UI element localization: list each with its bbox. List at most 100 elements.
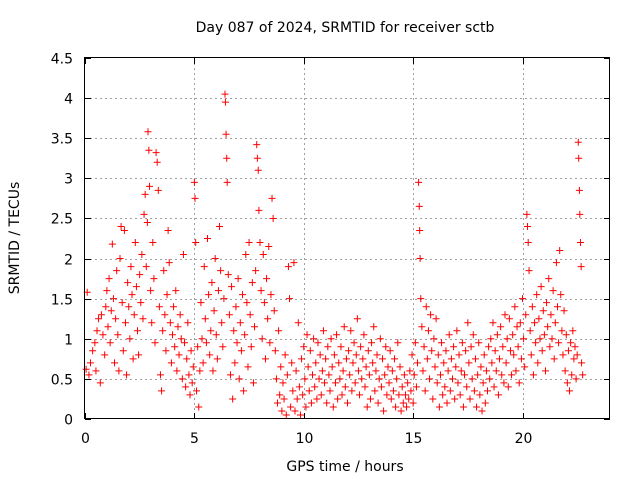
data-point [208,279,216,287]
data-point [562,331,570,339]
data-point [330,351,338,359]
data-point [422,303,430,311]
data-point [176,311,184,319]
data-point [104,323,112,331]
data-point [508,371,516,379]
data-point [574,138,582,146]
data-point [397,407,405,415]
data-point [491,347,499,355]
data-point [174,323,182,331]
data-point [455,351,463,359]
data-point [336,375,344,383]
data-point [257,287,265,295]
data-point [416,255,424,263]
data-point [526,327,534,335]
data-point [351,379,359,387]
data-point [349,359,357,367]
data-point [456,391,464,399]
chart-title: Day 087 of 2024, SRMTID for receiver sct… [196,20,495,36]
data-point [276,391,284,399]
data-point [513,323,521,331]
data-point [160,267,168,275]
data-point [544,323,552,331]
data-point [500,379,508,387]
data-point [368,339,376,347]
data-point [471,355,479,363]
data-point [228,283,236,291]
data-point [249,379,257,387]
data-point [141,190,149,198]
y-tick-label: 2 [64,253,73,269]
data-point [532,339,540,347]
data-point [233,339,241,347]
plot-frame [84,57,610,419]
data-point [549,287,557,295]
data-point [496,355,504,363]
x-tick-label: 0 [81,431,90,447]
data-point [352,351,360,359]
data-point [321,379,329,387]
data-point [523,210,531,218]
data-point [159,327,167,335]
data-point [99,331,107,339]
data-point [487,335,495,343]
data-point [129,355,137,363]
data-point [284,263,292,271]
data-point [242,251,250,259]
data-point [410,371,418,379]
data-point [115,367,123,375]
data-point [274,399,281,407]
data-point [327,335,335,343]
data-point [347,327,355,335]
data-point [166,319,174,327]
data-point [539,307,547,315]
data-point [164,226,172,234]
data-point [148,319,156,327]
data-point [201,315,209,323]
data-point [172,287,180,295]
data-point [424,327,432,335]
data-point [162,347,170,355]
data-point [522,311,530,319]
data-point [295,383,303,391]
data-point [346,371,354,379]
data-point [561,367,569,375]
data-point [572,375,580,383]
data-point [101,351,109,359]
data-point [357,343,365,351]
data-point [86,359,94,367]
data-point [341,383,349,391]
data-point [497,323,505,331]
data-point [155,303,163,311]
y-tick-label: 0 [64,413,73,429]
data-point [454,379,462,387]
data-point [484,387,491,395]
data-point [307,399,315,407]
x-axis-label: GPS time / hours [286,459,403,475]
data-point [579,371,587,379]
data-point [563,379,571,387]
data-point [221,90,229,98]
data-point [165,259,173,267]
data-point [568,371,576,379]
data-point [335,359,343,367]
data-point [290,259,298,267]
data-point [244,363,252,371]
data-point [202,339,210,347]
data-point [85,371,93,379]
data-point [264,315,272,323]
data-point [404,379,412,387]
y-tick-label: 4 [64,92,73,108]
data-point [231,359,239,367]
data-point [570,355,578,363]
data-point [263,275,271,283]
data-point [411,339,419,347]
data-point [123,371,131,379]
data-point [486,375,494,383]
data-point [545,275,553,283]
data-point [269,214,277,222]
y-tick-label: 3.5 [51,132,73,148]
data-point [214,287,222,295]
data-point [435,403,443,411]
data-point [252,267,260,275]
